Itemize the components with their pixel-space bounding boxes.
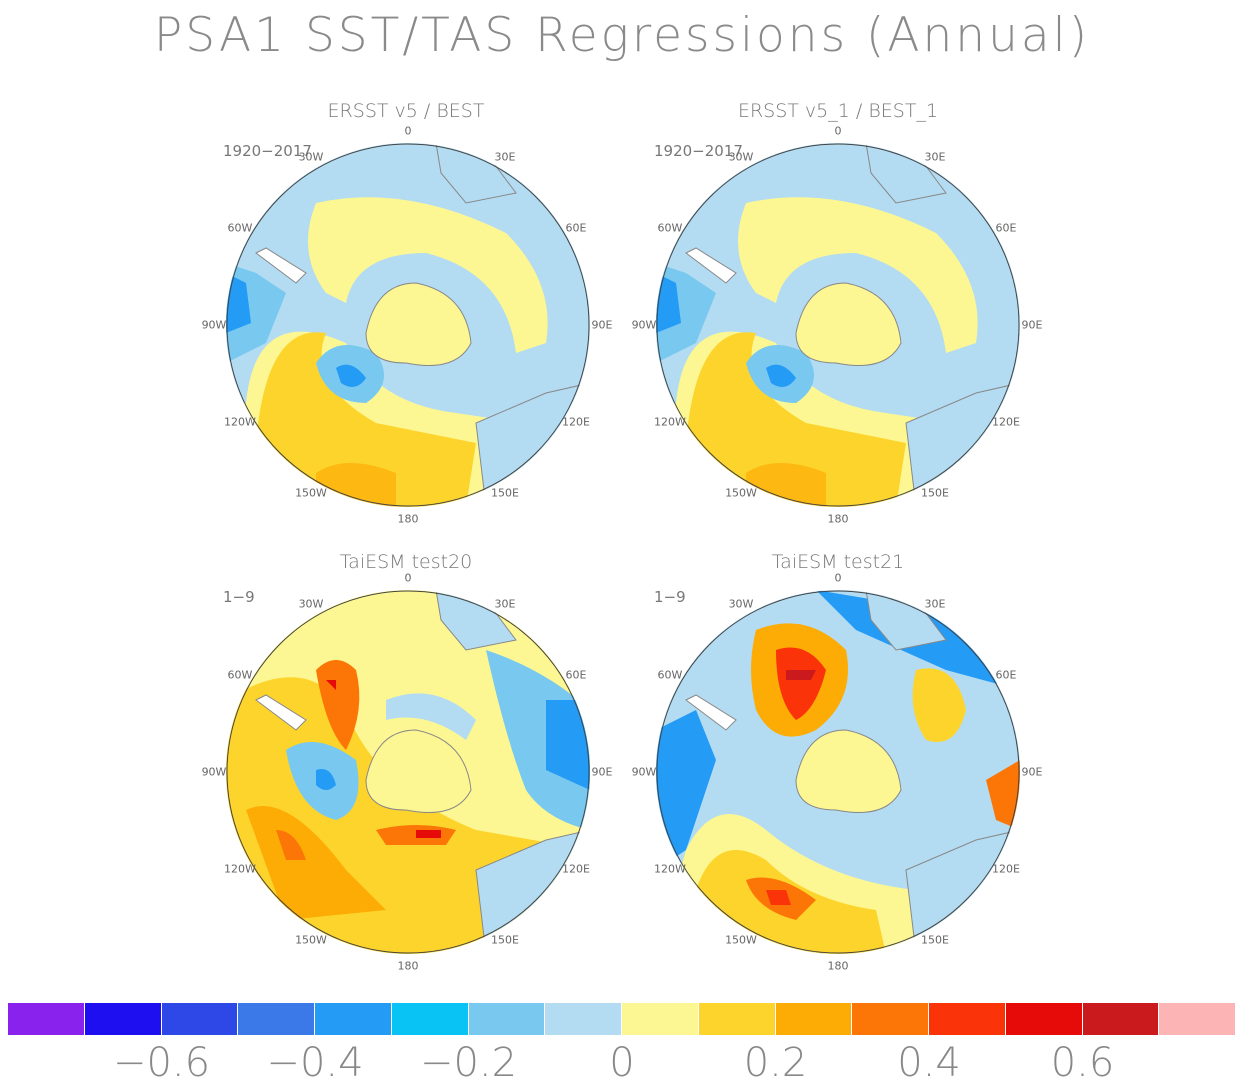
panel-title-3: TaiESM test20 (339, 551, 473, 573)
colorbar-tick-label: −0.6 (112, 1040, 211, 1086)
longitude-label: 90W (201, 318, 227, 332)
longitude-label: 30W (298, 597, 324, 611)
longitude-label: 60W (227, 668, 253, 682)
panel-period-4: 1−9 (654, 588, 686, 606)
colorbar-swatch (1005, 1003, 1083, 1035)
longitude-label: 150W (295, 486, 327, 500)
longitude-label: 60W (227, 221, 253, 235)
colorbar (8, 1003, 1236, 1035)
colorbar-swatch (698, 1003, 776, 1035)
colorbar-swatch (622, 1003, 699, 1035)
colorbar-tick-label: −0.2 (419, 1040, 518, 1086)
polar-map-3 (226, 590, 590, 954)
longitude-label: 30E (494, 150, 516, 164)
longitude-label: 120W (654, 862, 686, 876)
panel-title-1: ERSST v5 / BEST (327, 100, 485, 122)
colorbar-tick-label: −0.4 (266, 1040, 364, 1086)
longitude-label: 150W (725, 933, 757, 947)
longitude-label: 180 (827, 512, 849, 526)
longitude-label: 0 (834, 571, 842, 585)
colorbar-swatch (775, 1003, 853, 1035)
longitude-label: 180 (827, 959, 849, 973)
panel-period-2: 1920−2017 (654, 142, 743, 160)
longitude-label: 120E (562, 862, 590, 876)
longitude-label: 0 (404, 124, 412, 138)
longitude-label: 60W (657, 221, 683, 235)
panel-title-2: ERSST v5_1 / BEST_1 (737, 100, 939, 122)
colorbar-swatch (238, 1003, 315, 1035)
longitude-label: 90W (201, 765, 227, 779)
longitude-label: 30E (924, 150, 946, 164)
panel-period-3: 1−9 (223, 588, 255, 606)
longitude-label: 60E (995, 221, 1017, 235)
longitude-label: 90E (1021, 318, 1043, 332)
colorbar-tick-label: 0.6 (1050, 1040, 1115, 1086)
longitude-label: 60W (657, 668, 683, 682)
longitude-label: 150W (295, 933, 327, 947)
longitude-label: 60E (995, 668, 1017, 682)
longitude-label: 90W (631, 765, 657, 779)
polar-map-2 (656, 143, 1020, 507)
longitude-label: 30W (298, 150, 324, 164)
colorbar-swatch (929, 1003, 1006, 1035)
colorbar-tick-label: 0 (609, 1040, 635, 1086)
polar-map-4 (656, 590, 1020, 954)
longitude-label: 120W (224, 415, 256, 429)
longitude-label: 90W (631, 318, 657, 332)
panel-title-4: TaiESM test21 (771, 551, 905, 573)
longitude-label: 90E (1021, 765, 1043, 779)
colorbar-swatch (545, 1003, 622, 1035)
longitude-label: 120W (654, 415, 686, 429)
longitude-label: 180 (397, 512, 419, 526)
longitude-label: 30W (728, 597, 754, 611)
longitude-label: 30W (728, 150, 754, 164)
colorbar-tick-label: 0.4 (897, 1040, 961, 1086)
colorbar-swatch (84, 1003, 162, 1035)
colorbar-swatch (391, 1003, 469, 1035)
longitude-label: 150E (921, 933, 949, 947)
longitude-label: 150E (921, 486, 949, 500)
colorbar-swatch (468, 1003, 546, 1035)
longitude-label: 60E (565, 221, 587, 235)
main-title: PSA1 SST/TAS Regressions (Annual) (153, 8, 1091, 63)
longitude-label: 120E (992, 862, 1020, 876)
colorbar-swatch (852, 1003, 929, 1035)
longitude-label: 0 (404, 571, 412, 585)
polar-map-1 (226, 143, 590, 507)
longitude-label: 0 (834, 124, 842, 138)
longitude-label: 90E (591, 765, 613, 779)
longitude-label: 120E (562, 415, 590, 429)
longitude-label: 180 (397, 959, 419, 973)
longitude-label: 150E (491, 933, 519, 947)
colorbar-swatch (315, 1003, 392, 1035)
longitude-label: 150W (725, 486, 757, 500)
colorbar-swatch (8, 1003, 85, 1035)
longitude-label: 30E (924, 597, 946, 611)
longitude-label: 150E (491, 486, 519, 500)
longitude-label: 120E (992, 415, 1020, 429)
colorbar-swatch (161, 1003, 239, 1035)
longitude-label: 120W (224, 862, 256, 876)
colorbar-swatch (1082, 1003, 1160, 1035)
panel-period-1: 1920−2017 (223, 142, 312, 160)
colorbar-swatch (1159, 1003, 1236, 1035)
longitude-label: 30E (494, 597, 516, 611)
longitude-label: 90E (591, 318, 613, 332)
colorbar-tick-label: 0.2 (743, 1040, 808, 1086)
longitude-label: 60E (565, 668, 587, 682)
